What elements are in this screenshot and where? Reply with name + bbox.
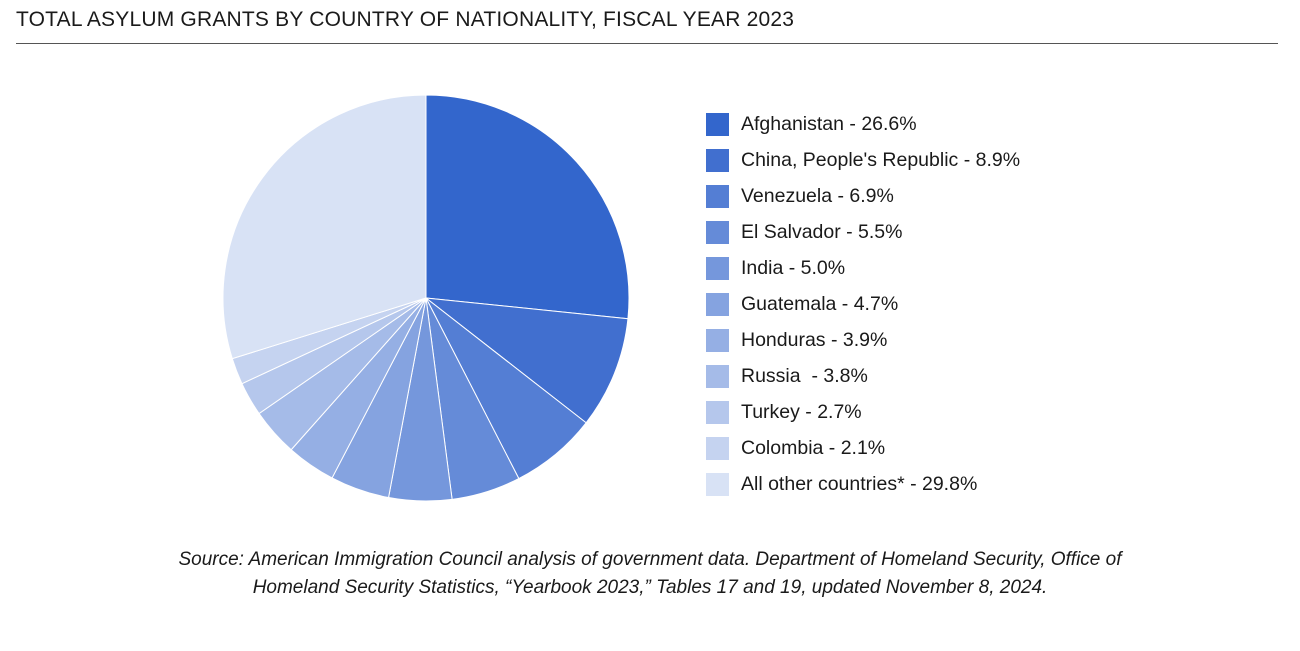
title-divider xyxy=(16,43,1278,44)
legend-label: China, People's Republic - 8.9% xyxy=(741,148,1021,171)
legend-item-russia: Russia - 3.8% xyxy=(706,358,1020,394)
legend-label: Russia - 3.8% xyxy=(741,364,868,387)
legend-swatch xyxy=(706,472,729,496)
legend-label: India - 5.0% xyxy=(741,256,846,279)
legend-swatch xyxy=(706,220,729,244)
legend-item-venezuela: Venezuela - 6.9% xyxy=(706,178,1020,214)
legend-swatch xyxy=(706,292,729,316)
pie-slice-all-other-countries xyxy=(222,94,427,360)
legend-item-colombia: Colombia - 2.1% xyxy=(706,430,1020,466)
legend-swatch xyxy=(706,328,729,352)
legend-item-afghanistan: Afghanistan - 26.6% xyxy=(706,106,1020,142)
source-note: Source: American Immigration Council ana… xyxy=(40,546,1260,602)
legend-swatch xyxy=(706,112,729,136)
pie-slice-afghanistan xyxy=(425,94,630,320)
legend-label: Venezuela - 6.9% xyxy=(741,184,894,207)
legend-item-el-salvador: El Salvador - 5.5% xyxy=(706,214,1020,250)
legend-label: All other countries* - 29.8% xyxy=(741,472,978,495)
legend-item-china-people-s-republic: China, People's Republic - 8.9% xyxy=(706,142,1020,178)
legend-swatch xyxy=(706,364,729,388)
pie-slice-china-people-s-republic xyxy=(424,297,629,424)
legend-label: Honduras - 3.9% xyxy=(741,328,888,351)
legend-swatch xyxy=(706,400,729,424)
source-line-1: Source: American Immigration Council ana… xyxy=(178,549,1122,570)
legend-label: Afghanistan - 26.6% xyxy=(741,112,917,135)
chart-legend: Afghanistan - 26.6% China, People's Repub… xyxy=(706,106,1020,502)
legend-item-guatemala: Guatemala - 4.7% xyxy=(706,286,1020,322)
legend-label: Colombia - 2.1% xyxy=(741,436,886,459)
source-line-2: Homeland Security Statistics, “Yearbook … xyxy=(252,577,1048,598)
legend-swatch xyxy=(706,184,729,208)
legend-item-turkey: Turkey - 2.7% xyxy=(706,394,1020,430)
legend-item-all-other-countries: All other countries* - 29.8% xyxy=(706,466,1020,502)
legend-swatch xyxy=(706,256,729,280)
legend-label: El Salvador - 5.5% xyxy=(741,220,903,243)
legend-label: Turkey - 2.7% xyxy=(741,400,862,423)
legend-swatch xyxy=(706,148,729,172)
legend-item-india: India - 5.0% xyxy=(706,250,1020,286)
legend-item-honduras: Honduras - 3.9% xyxy=(706,322,1020,358)
legend-label: Guatemala - 4.7% xyxy=(741,292,899,315)
chart-title: TOTAL ASYLUM GRANTS BY COUNTRY OF NATION… xyxy=(16,8,795,31)
legend-swatch xyxy=(706,436,729,460)
